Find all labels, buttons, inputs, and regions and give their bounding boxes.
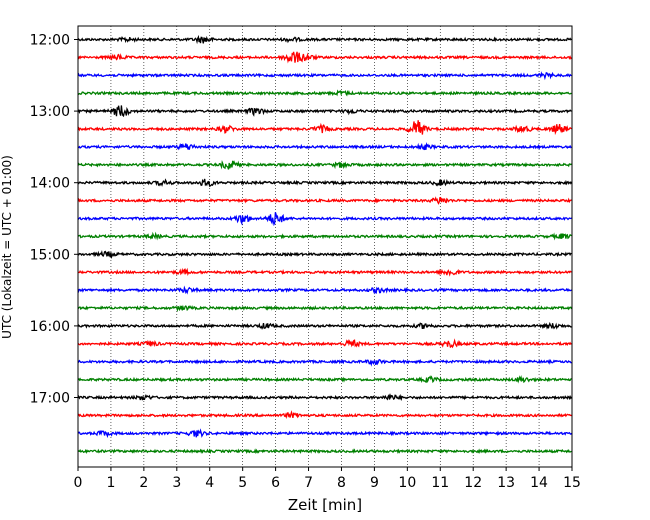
x-tick-label: 0 — [74, 475, 83, 491]
trace-1715 — [77, 410, 572, 420]
x-tick-label: 12 — [464, 475, 482, 491]
x-tick-label: 6 — [271, 475, 280, 491]
trace-1215 — [77, 51, 573, 64]
trace-1415 — [77, 196, 572, 205]
trace-1400 — [77, 178, 573, 187]
trace-1230 — [77, 71, 572, 81]
y-tick-label: 14:00 — [30, 176, 70, 192]
x-tick-label: 13 — [497, 475, 515, 491]
trace-1330 — [77, 141, 572, 151]
x-tick-label: 10 — [398, 475, 416, 491]
x-tick-label: 5 — [238, 475, 247, 491]
x-axis-ticks: 0 1 2 3 4 5 6 7 8 9 10 11 12 13 14 15 — [74, 467, 581, 491]
x-tick-label: 8 — [337, 475, 346, 491]
y-axis-ticks: 12:00 13:00 14:00 15:00 16:00 17:00 — [30, 33, 78, 407]
x-axis-label: Zeit [min] — [288, 496, 362, 514]
trace-1200 — [77, 34, 572, 45]
trace-1530 — [77, 285, 572, 295]
y-tick-label: 13:00 — [30, 104, 70, 120]
x-tick-label: 7 — [304, 475, 313, 491]
y-tick-label: 12:00 — [30, 33, 70, 49]
trace-1600 — [77, 321, 572, 330]
y-tick-label: 17:00 — [30, 391, 70, 407]
trace-1500 — [77, 249, 572, 260]
trace-1300 — [77, 105, 572, 118]
trace-1545 — [77, 304, 573, 313]
trace-1730 — [77, 428, 573, 439]
x-tick-label: 14 — [530, 475, 548, 491]
y-axis-label: UTC (Lokalzeit = UTC + 01:00) — [0, 155, 14, 339]
plot-frame — [77, 25, 573, 468]
x-tick-label: 1 — [106, 475, 115, 491]
trace-1630 — [77, 358, 572, 367]
y-tick-label: 16:00 — [30, 319, 70, 335]
x-tick-label: 4 — [205, 475, 214, 491]
x-tick-label: 9 — [370, 475, 379, 491]
x-tick-label: 11 — [431, 475, 449, 491]
trace-1700 — [77, 393, 573, 402]
trace-group — [77, 34, 573, 455]
trace-1245 — [77, 89, 572, 97]
trace-1430 — [77, 212, 572, 227]
trace-1645 — [77, 375, 572, 384]
trace-1515 — [77, 267, 572, 277]
y-tick-label: 15:00 — [30, 247, 70, 263]
trace-1745 — [77, 448, 572, 455]
x-tick-label: 3 — [172, 475, 181, 491]
trace-1615 — [77, 338, 572, 349]
x-tick-label: 2 — [139, 475, 148, 491]
trace-1445 — [77, 231, 572, 241]
x-tick-label: 15 — [563, 475, 581, 491]
trace-1315 — [77, 120, 572, 136]
trace-1345 — [77, 160, 572, 170]
